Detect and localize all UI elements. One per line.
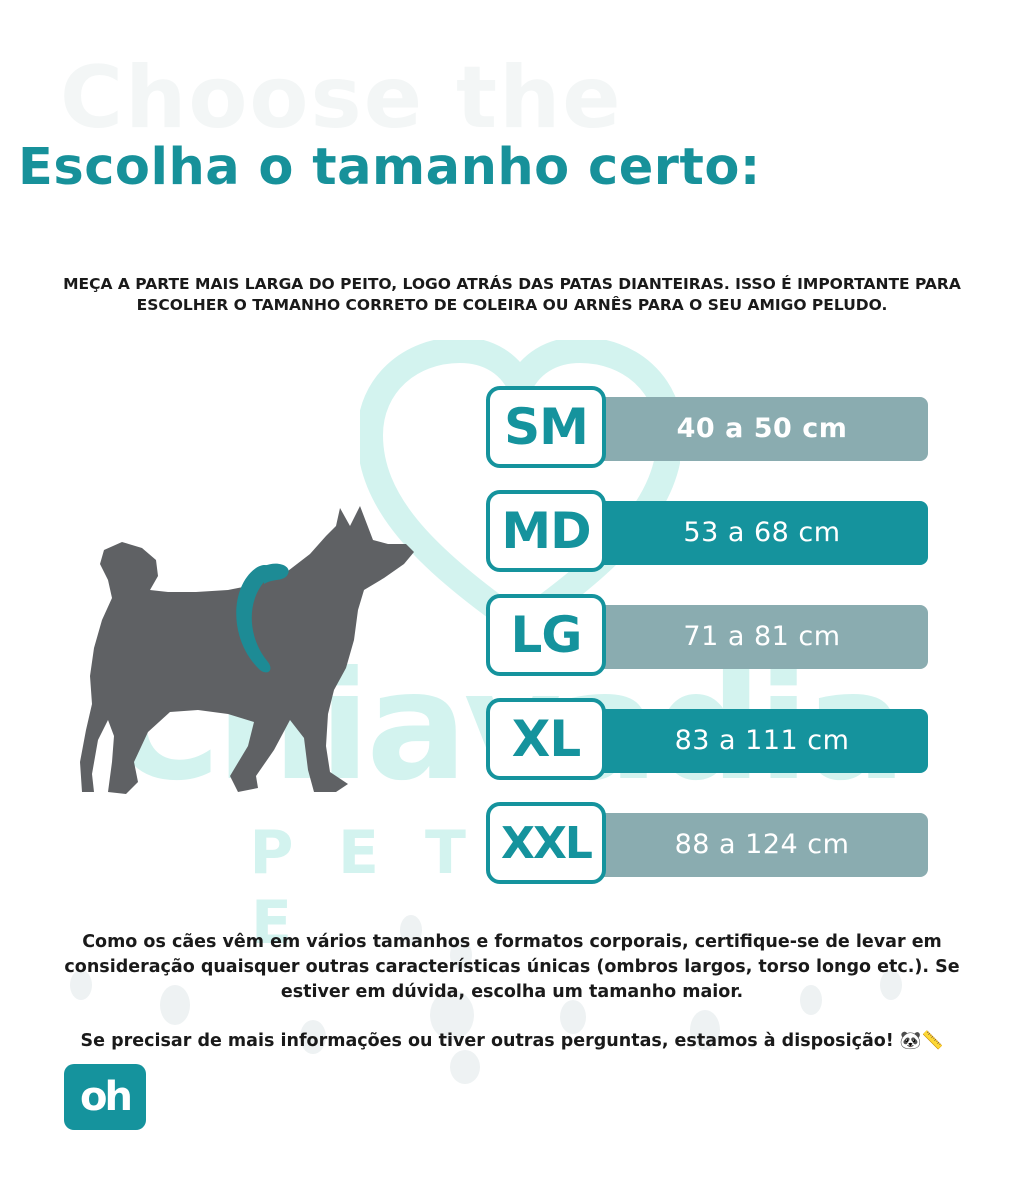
size-range-value: 88 a 124 cm — [674, 829, 850, 860]
size-range-value: 71 a 81 cm — [683, 621, 841, 652]
size-range-bar: 40 a 50 cm — [596, 397, 928, 461]
size-range-value: 83 a 111 cm — [674, 725, 850, 756]
brand-logo: oh — [64, 1064, 146, 1130]
watermark-ghost-text: Choose the — [60, 48, 623, 148]
size-badge: LG — [486, 594, 606, 676]
size-range-value: 40 a 50 cm — [676, 413, 848, 444]
size-range-bar: 71 a 81 cm — [596, 605, 928, 669]
size-row-xl: 83 a 111 cm XL — [486, 698, 944, 784]
measure-instructions: MEÇA A PARTE MAIS LARGA DO PEITO, LOGO A… — [63, 275, 961, 314]
size-badge: SM — [486, 386, 606, 468]
size-row-sm: 40 a 50 cm SM — [486, 386, 944, 472]
size-badge: XXL — [486, 802, 606, 884]
size-range-bar: 88 a 124 cm — [596, 813, 928, 877]
size-range-bar: 53 a 68 cm — [596, 501, 928, 565]
size-range-value: 53 a 68 cm — [683, 517, 841, 548]
size-row-lg: 71 a 81 cm LG — [486, 594, 944, 680]
contact-text: Se precisar de mais informações ou tiver… — [80, 1031, 944, 1051]
page-title: Escolha o tamanho certo: — [18, 138, 761, 197]
size-row-xxl: 88 a 124 cm XXL — [486, 802, 944, 888]
size-range-bar: 83 a 111 cm — [596, 709, 928, 773]
size-note: Como os cães vêm em vários tamanhos e fo… — [64, 932, 960, 1002]
size-badge: XL — [486, 698, 606, 780]
size-badge: MD — [486, 490, 606, 572]
size-row-md: 53 a 68 cm MD — [486, 490, 944, 576]
dog-silhouette-icon — [80, 506, 414, 794]
heart-watermark-icon — [360, 340, 680, 640]
